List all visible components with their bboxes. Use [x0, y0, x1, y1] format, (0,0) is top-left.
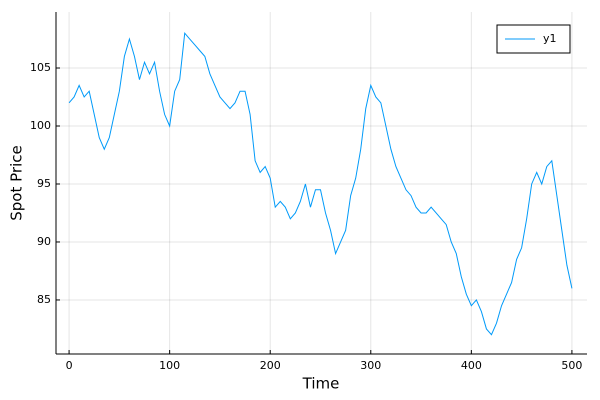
- x-tick-label: 500: [561, 359, 582, 372]
- x-tick-label: 100: [159, 359, 180, 372]
- line: [68, 32, 573, 336]
- x-axis-label: Time: [302, 375, 340, 393]
- y-tick-label: 100: [30, 119, 51, 132]
- y-tick-label: 105: [30, 61, 51, 74]
- x-tick-label: 0: [66, 359, 73, 372]
- x-tick-label: 400: [461, 359, 482, 372]
- y-axis-label: Spot Price: [8, 145, 26, 220]
- legend-label: y1: [543, 32, 557, 45]
- y-tick-label: 85: [37, 293, 51, 306]
- x-tick-label: 300: [360, 359, 381, 372]
- y-tick-label: 95: [37, 177, 51, 190]
- x-tick-label: 200: [260, 359, 281, 372]
- y-tick-label: 90: [37, 235, 51, 248]
